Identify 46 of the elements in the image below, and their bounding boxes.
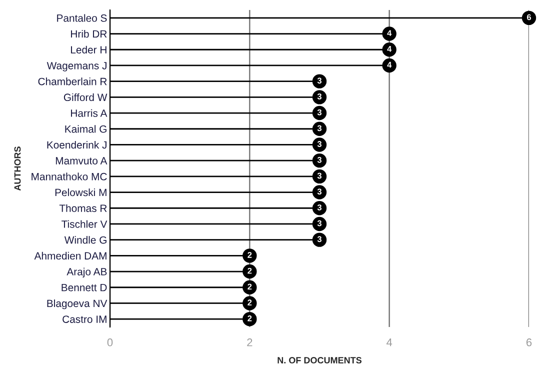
data-label: 3 xyxy=(317,188,322,195)
data-label: 3 xyxy=(317,141,322,147)
data-label: 3 xyxy=(317,125,322,132)
y-tick-label: Leder H xyxy=(71,46,106,54)
y-tick-label: Pantaleo S xyxy=(57,14,107,22)
x-tick-label: 4 xyxy=(386,338,392,346)
y-tick-label: Ahmedien DAM xyxy=(34,252,106,260)
data-label: 2 xyxy=(248,268,252,274)
y-tick-label: Blagoeva NV xyxy=(47,299,108,310)
y-axis-title: AUTHORS xyxy=(14,146,21,191)
x-tick-label: 6 xyxy=(526,338,532,346)
x-axis-title: N. OF DOCUMENTS xyxy=(278,357,362,364)
y-tick-label: Thomas R xyxy=(59,204,107,212)
data-label: 4 xyxy=(387,62,392,68)
data-label: 6 xyxy=(526,14,532,20)
y-tick-label: Tischler V xyxy=(62,220,108,228)
data-label: 3 xyxy=(317,204,322,210)
data-label: 3 xyxy=(317,220,322,226)
y-tick-label: Kaimal G xyxy=(65,125,106,133)
data-label: 3 xyxy=(317,236,322,242)
data-label: 2 xyxy=(248,315,252,322)
y-tick-label: Castro IM xyxy=(62,316,106,323)
y-tick-label: Gifford W xyxy=(64,93,108,102)
x-tick-label: 2 xyxy=(247,338,252,346)
data-label: 3 xyxy=(317,94,322,100)
y-tick-label: Arajo AB xyxy=(66,268,107,278)
y-tick-label: Windle G xyxy=(64,236,106,244)
data-label: 4 xyxy=(387,46,392,52)
y-tick-label: Mamvuto A xyxy=(56,157,108,164)
y-tick-label: Wagemans J xyxy=(46,62,106,72)
data-label: 3 xyxy=(317,172,322,179)
data-label: 2 xyxy=(248,252,252,258)
y-tick-label: Harris A xyxy=(71,109,108,117)
data-label: 2 xyxy=(248,300,252,306)
data-label: 2 xyxy=(248,284,252,290)
y-tick-label: Hrib DR xyxy=(71,30,107,38)
data-label: 4 xyxy=(387,30,392,36)
y-tick-label: Bennett D xyxy=(62,284,107,292)
data-label: 3 xyxy=(317,156,322,163)
y-tick-label: Mannathoko MC xyxy=(32,172,107,180)
y-tick-label: Pelowski M xyxy=(55,188,106,196)
y-tick-label: Koenderink J xyxy=(47,140,106,149)
data-label: 3 xyxy=(317,109,322,116)
x-tick-label: 0 xyxy=(107,338,113,346)
y-tick-label: Chamberlain R xyxy=(38,78,107,86)
data-label: 3 xyxy=(317,78,322,84)
